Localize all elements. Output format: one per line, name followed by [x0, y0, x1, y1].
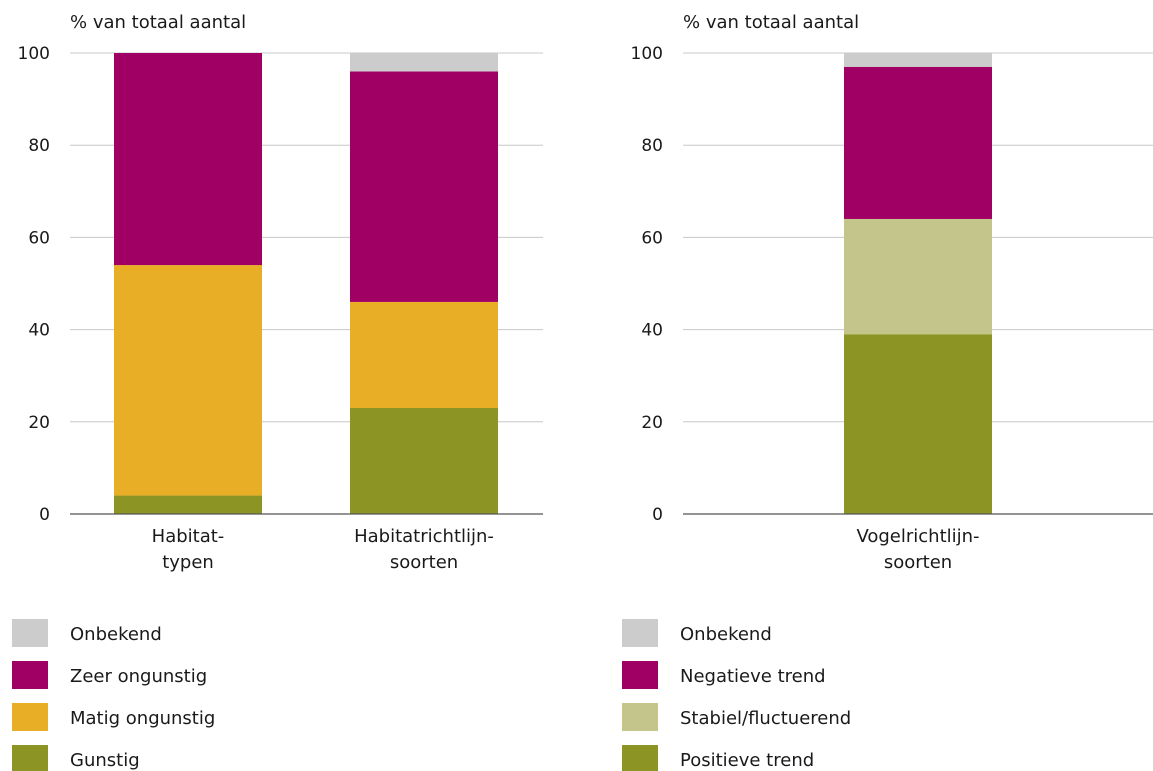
- legend-label: Zeer ongunstig: [70, 666, 207, 687]
- y-tick-label: 20: [641, 413, 663, 433]
- bar-segment: [844, 66, 992, 219]
- bar-segment: [350, 301, 498, 408]
- y-tick-label: 40: [28, 321, 50, 341]
- legend-label: Onbekend: [680, 624, 772, 645]
- y-tick-label: 60: [641, 228, 663, 248]
- bar-segment: [114, 265, 262, 496]
- legend: Onbekend Zeer ongunstig Matig ongunstig Gun…: [12, 619, 215, 771]
- legend-swatch: [12, 619, 48, 647]
- legend-swatch: [622, 661, 658, 689]
- y-tick-label: 80: [28, 136, 50, 156]
- y-tick-label: 80: [641, 136, 663, 156]
- y-tick-label: 0: [652, 505, 663, 525]
- bar-segment: [114, 495, 262, 514]
- x-category-label: Vogelrichtlijn-: [856, 526, 979, 547]
- x-category-label: soorten: [884, 552, 952, 573]
- bar-segment: [844, 53, 992, 67]
- x-category-label: Habitatrichtlijn-: [354, 526, 494, 547]
- legend-label: Positieve trend: [680, 750, 814, 771]
- y-tick-label: 0: [39, 505, 50, 525]
- y-axis-label: % van totaal aantal: [683, 12, 859, 33]
- legend-label: Stabiel/fluctuerend: [680, 708, 851, 729]
- legend: Onbekend Negatieve trend Stabiel/fluctuere…: [622, 619, 851, 771]
- bar-segment: [844, 334, 992, 514]
- y-tick-label: 40: [641, 321, 663, 341]
- legend-swatch: [12, 745, 48, 771]
- chart-panel-1: % van totaal aantal 0 20 40 60 80 100 Habitat-t…: [12, 12, 543, 771]
- bar-segment: [114, 53, 262, 266]
- legend-swatch: [12, 661, 48, 689]
- bar-segment: [844, 218, 992, 335]
- legend-swatch: [622, 703, 658, 731]
- legend-swatch: [622, 745, 658, 771]
- bar-segment: [350, 53, 498, 72]
- chart-panel-2: % van totaal aantal 0 20 40 60 80 100 Vogelrich…: [622, 12, 1153, 771]
- x-category-label: Habitat-: [152, 526, 225, 547]
- y-tick-label: 60: [28, 228, 50, 248]
- legend-label: Negatieve trend: [680, 666, 826, 687]
- x-category-label: typen: [162, 552, 214, 573]
- y-tick-label: 100: [18, 44, 50, 64]
- legend-label: Matig ongunstig: [70, 708, 215, 729]
- y-tick-label: 20: [28, 413, 50, 433]
- y-tick-label: 100: [631, 44, 663, 64]
- bar-segment: [350, 71, 498, 302]
- legend-label: Gunstig: [70, 750, 140, 771]
- bar-segment: [350, 407, 498, 514]
- legend-swatch: [622, 619, 658, 647]
- x-category-label: soorten: [390, 552, 458, 573]
- y-axis-label: % van totaal aantal: [70, 12, 246, 33]
- legend-label: Onbekend: [70, 624, 162, 645]
- legend-swatch: [12, 703, 48, 731]
